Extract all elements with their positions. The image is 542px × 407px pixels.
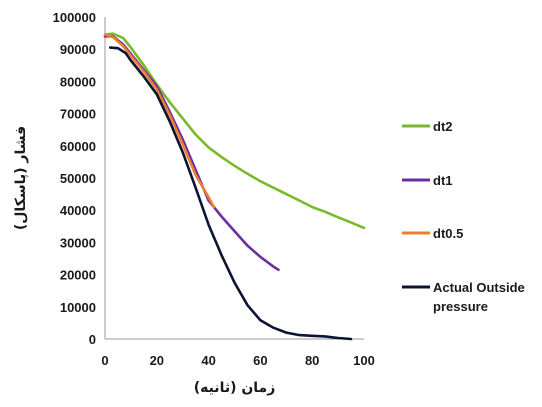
legend: dt2 dt1 dt0.5 Actual Outside pressure — [402, 119, 525, 314]
y-tick-label: 0 — [89, 332, 96, 347]
axes — [104, 17, 364, 340]
series-line-2 — [103, 33, 216, 209]
x-axis-title: زمان (ثانیه) — [194, 380, 276, 396]
x-tick-label: 80 — [305, 353, 319, 368]
legend-label-0: dt2 — [433, 119, 453, 134]
series-line-3 — [108, 46, 353, 341]
y-tick-label: 90000 — [60, 42, 96, 57]
y-tick-label: 40000 — [60, 203, 96, 218]
x-tick-label: 40 — [201, 353, 215, 368]
y-tick-label: 50000 — [60, 171, 96, 186]
y-tick-label: 30000 — [60, 235, 96, 250]
legend-label-1: dt1 — [433, 173, 453, 188]
y-tick-label: 20000 — [60, 268, 96, 283]
x-tick-label: 20 — [150, 353, 164, 368]
y-tick-labels: 0 10000 20000 30000 40000 50000 60000 70000 8000… — [53, 10, 96, 347]
legend-label-3: Actual Outside pressure — [433, 280, 525, 314]
y-tick-label: 80000 — [60, 74, 96, 89]
x-tick-labels: 0 20 40 60 80 100 — [101, 353, 374, 368]
y-tick-label: 100000 — [53, 10, 96, 25]
y-tick-label: 10000 — [60, 300, 96, 315]
y-tick-label: 60000 — [60, 139, 96, 154]
x-tick-label: 60 — [253, 353, 267, 368]
legend-label-2: dt0.5 — [433, 226, 463, 241]
y-tick-label: 70000 — [60, 107, 96, 122]
series-lines — [103, 32, 366, 341]
x-tick-label: 100 — [353, 353, 375, 368]
series-line-1 — [103, 34, 280, 272]
x-tick-label: 0 — [101, 353, 108, 368]
series-line-0 — [103, 32, 366, 230]
y-axis-title: فشار (پاسکال) — [13, 126, 29, 230]
